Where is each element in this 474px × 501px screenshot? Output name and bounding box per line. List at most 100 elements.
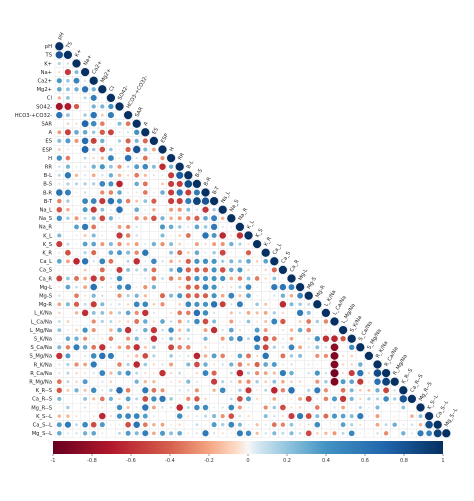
row-label: S_Ca/Na xyxy=(31,345,53,351)
correlation-dot xyxy=(58,251,61,254)
correlation-dot xyxy=(202,301,209,307)
correlation-dot xyxy=(117,224,122,229)
correlation-dot xyxy=(84,354,87,357)
correlation-dot xyxy=(236,232,244,239)
correlation-dot xyxy=(178,242,182,246)
correlation-dot xyxy=(186,406,190,409)
correlation-dot xyxy=(109,164,113,169)
correlation-dot xyxy=(350,406,353,409)
correlation-dot xyxy=(230,432,233,435)
correlation-dot xyxy=(315,319,319,324)
correlation-dot xyxy=(298,353,303,358)
correlation-dot xyxy=(57,328,62,332)
correlation-dot xyxy=(280,318,286,325)
correlation-dot xyxy=(89,76,98,85)
correlation-dot xyxy=(203,354,208,358)
correlation-dot xyxy=(58,372,61,375)
correlation-dot xyxy=(248,303,249,305)
correlation-dot xyxy=(92,260,95,263)
correlation-dot xyxy=(66,414,70,418)
correlation-dot xyxy=(125,370,131,376)
correlation-dot xyxy=(119,355,120,357)
correlation-dot xyxy=(205,389,206,391)
correlation-dot xyxy=(194,267,200,273)
correlation-dot xyxy=(178,285,182,289)
correlation-dot xyxy=(194,275,200,282)
correlation-dot xyxy=(82,327,88,333)
correlation-dot xyxy=(177,293,183,299)
correlation-dot xyxy=(228,292,235,299)
correlation-dot xyxy=(116,404,123,411)
correlation-dot xyxy=(144,226,146,228)
correlation-dot xyxy=(280,422,286,427)
correlation-dot xyxy=(401,431,406,436)
correlation-dot xyxy=(298,406,302,409)
correlation-dot xyxy=(383,431,389,436)
correlation-dot xyxy=(106,93,116,103)
correlation-dot xyxy=(359,355,361,357)
correlation-dot xyxy=(316,363,319,366)
correlation-dot xyxy=(58,226,60,228)
correlation-dot xyxy=(222,312,224,314)
column-label: B-T xyxy=(212,185,222,196)
correlation-dot xyxy=(119,260,120,262)
correlation-dot xyxy=(91,130,96,135)
correlation-dot xyxy=(210,301,218,308)
correlation-dot xyxy=(330,317,339,326)
correlation-dot xyxy=(75,243,78,245)
correlation-dot xyxy=(238,320,241,323)
correlation-dot xyxy=(195,380,198,383)
correlation-dot xyxy=(237,267,243,273)
correlation-dot xyxy=(203,362,208,367)
correlation-dot xyxy=(133,344,140,351)
correlation-dot xyxy=(313,300,322,309)
row-label: Na_R xyxy=(39,225,53,231)
correlation-dot xyxy=(194,284,200,290)
correlation-dot xyxy=(124,154,132,162)
correlation-dot xyxy=(262,344,269,351)
correlation-dot xyxy=(91,310,96,315)
correlation-dot xyxy=(186,207,191,212)
correlation-dot xyxy=(152,422,156,427)
correlation-dot xyxy=(211,275,217,282)
column-label: B-L xyxy=(186,160,195,170)
correlation-dot xyxy=(152,302,156,306)
correlation-dot xyxy=(247,243,250,246)
correlation-dot xyxy=(297,292,303,299)
correlation-dot xyxy=(74,173,79,177)
correlation-dot xyxy=(252,239,262,249)
correlation-dot xyxy=(433,429,442,438)
correlation-dot xyxy=(92,182,96,186)
correlation-dot xyxy=(314,336,320,342)
correlation-dot xyxy=(202,404,209,411)
correlation-dot xyxy=(67,269,69,271)
correlation-dot xyxy=(287,274,296,283)
correlation-dot xyxy=(125,233,131,238)
correlation-dot xyxy=(66,388,70,392)
correlation-dot xyxy=(330,343,339,352)
correlation-dot xyxy=(185,310,191,316)
correlation-dot xyxy=(168,327,174,333)
correlation-dot xyxy=(84,79,87,82)
correlation-dot xyxy=(334,329,335,331)
correlation-dot xyxy=(392,422,397,427)
colorbar-tick-label: 0 xyxy=(246,458,249,464)
correlation-dot xyxy=(230,346,232,348)
correlation-dot xyxy=(73,301,80,307)
correlation-dot xyxy=(288,413,295,420)
correlation-dot xyxy=(161,251,164,254)
correlation-dot xyxy=(99,352,106,360)
correlation-dot xyxy=(91,164,96,169)
correlation-dot xyxy=(196,346,198,348)
correlation-dot xyxy=(194,293,200,299)
correlation-dot xyxy=(254,361,260,368)
row-label: RR xyxy=(45,165,53,171)
correlation-dot xyxy=(342,346,344,348)
correlation-dot xyxy=(306,310,311,315)
correlation-dot xyxy=(74,70,79,75)
correlation-dot xyxy=(279,283,287,291)
correlation-dot xyxy=(98,85,107,94)
correlation-dot xyxy=(204,424,207,426)
correlation-dot xyxy=(101,234,104,237)
correlation-dot xyxy=(349,414,354,419)
